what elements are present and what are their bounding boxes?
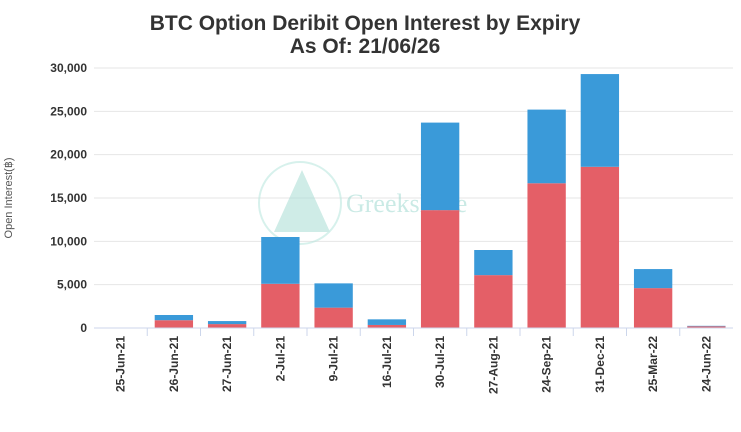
x-tick-label: 30-Jul-21 (433, 336, 447, 388)
x-tick-label: 25-Mar-22 (646, 336, 660, 392)
x-tick-label: 26-Jun-21 (167, 336, 181, 392)
gridlines (94, 67, 733, 286)
bar-series-2-24-Sep-21[interactable] (527, 109, 566, 184)
y-tick-label: 5,000 (57, 278, 87, 292)
bar-series-2-26-Jun-21[interactable] (154, 315, 194, 321)
bar-series-1-9-Jul-21[interactable] (314, 307, 353, 328)
chart-title: BTC Option Deribit Open Interest by Expi… (150, 12, 581, 35)
y-tick-label: 25,000 (50, 104, 87, 118)
watermark-logo-icon (274, 170, 330, 232)
bar-series-2-30-Jul-21[interactable] (420, 122, 460, 211)
x-tick-label: 24-Sep-21 (540, 336, 554, 393)
bar-series-1-25-Mar-22[interactable] (633, 288, 673, 328)
watermark-ring (258, 161, 342, 245)
bar-series-1-27-Aug-21[interactable] (474, 275, 513, 328)
bar-series-1-24-Sep-21[interactable] (527, 183, 566, 328)
y-axis-label: Open Interest(฿) (3, 158, 15, 239)
bar-series-2-16-Jul-21[interactable] (367, 319, 407, 325)
bar-series-1-2-Jul-21[interactable] (261, 283, 300, 328)
chart-subtitle: As Of: 21/06/26 (290, 35, 441, 58)
y-tick-label: 10,000 (50, 234, 87, 248)
bar-series-1-24-Jun-22[interactable] (687, 326, 726, 328)
bar-series-1-26-Jun-21[interactable] (154, 320, 194, 328)
bar-series-2-25-Mar-22[interactable] (633, 269, 673, 289)
x-tick-label: 24-Jun-22 (699, 336, 713, 392)
x-tick-label: 2-Jul-21 (273, 336, 287, 382)
x-tick-label: 9-Jul-21 (327, 336, 341, 382)
bar-series-2-31-Dec-21[interactable] (580, 74, 620, 167)
bar-series-2-24-Jun-22[interactable] (687, 325, 726, 327)
x-tick-label: 27-Jun-21 (220, 336, 234, 392)
bar-series-1-16-Jul-21[interactable] (367, 324, 407, 328)
x-tick-label: 25-Jun-21 (114, 336, 128, 392)
y-tick-label: 30,000 (50, 61, 87, 75)
y-tick-label: 15,000 (50, 191, 87, 205)
bar-series-1-31-Dec-21[interactable] (580, 166, 620, 328)
bar-series-2-27-Aug-21[interactable] (474, 250, 513, 276)
bar-series-2-2-Jul-21[interactable] (261, 237, 300, 284)
bars-group (154, 74, 726, 328)
bar-series-2-27-Jun-21[interactable] (207, 321, 247, 325)
x-tick-label: 27-Aug-21 (486, 336, 500, 394)
y-axis-ticks: 0 5,000 10,000 15,000 20,000 25,000 30,000 (50, 61, 87, 335)
y-tick-label: 0 (80, 321, 87, 335)
x-tick-label: 31-Dec-21 (593, 336, 607, 393)
x-axis-ticks: 25-Jun-21 26-Jun-21 27-Jun-21 2-Jul-21 9-Jul… (114, 328, 713, 394)
bar-series-1-30-Jul-21[interactable] (420, 210, 460, 328)
x-tick-label: 16-Jul-21 (380, 336, 394, 388)
bar-series-2-9-Jul-21[interactable] (314, 283, 353, 308)
y-tick-label: 20,000 (50, 148, 87, 162)
bar-series-1-27-Jun-21[interactable] (207, 324, 247, 328)
